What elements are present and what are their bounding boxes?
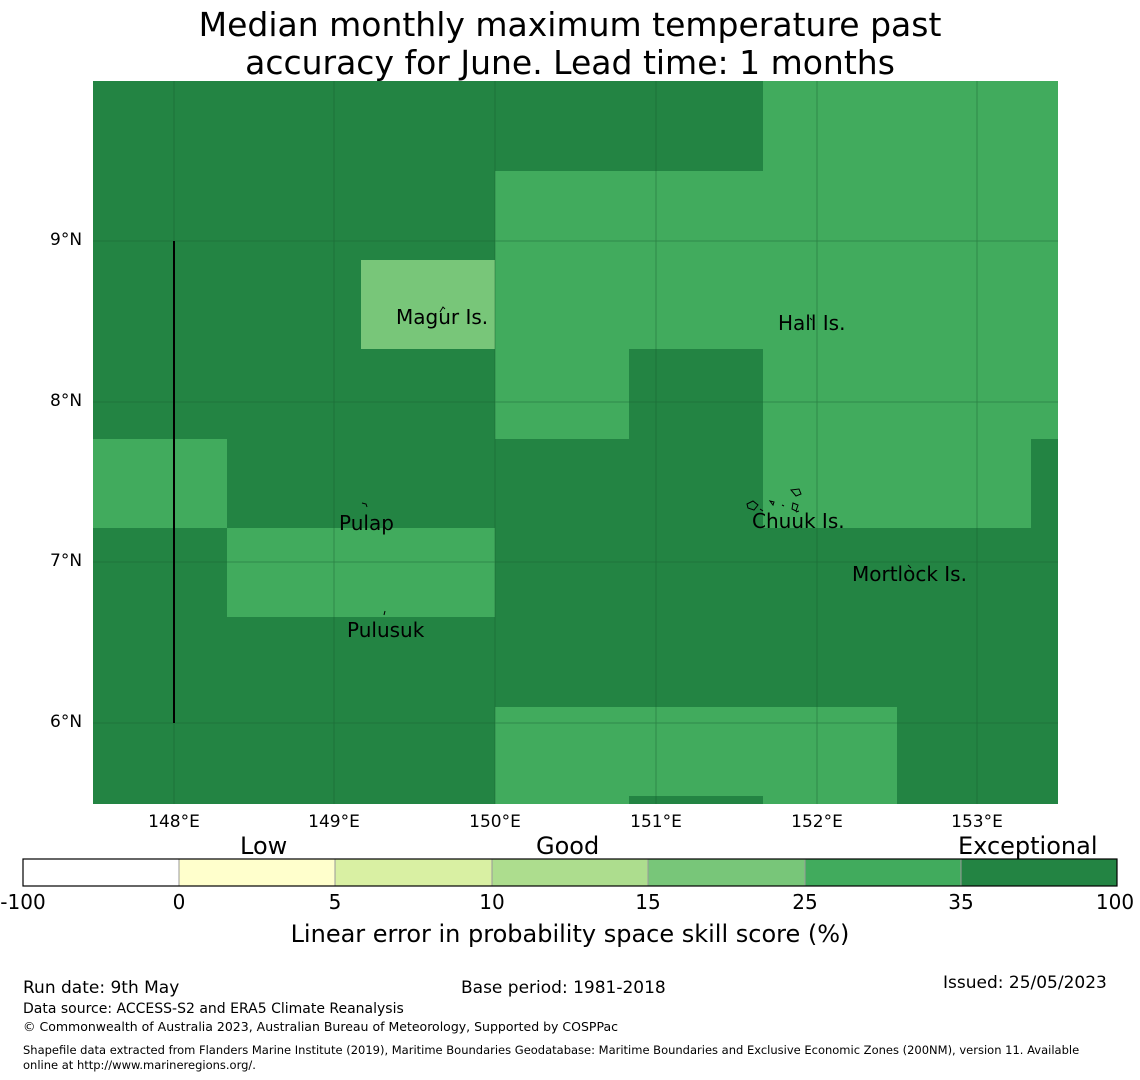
lon-label-149e: 149°E bbox=[308, 812, 360, 832]
place-label-magur: Magur Is. bbox=[396, 305, 489, 329]
region-cell bbox=[495, 349, 629, 439]
lat-label-9n: 9°N bbox=[50, 230, 83, 250]
place-label-chuuk: Chuuk Is. bbox=[752, 509, 845, 533]
colorbar-segment bbox=[334, 858, 493, 887]
region-cell bbox=[495, 707, 897, 804]
colorbar-segment bbox=[491, 858, 649, 887]
region-cell bbox=[763, 81, 1058, 171]
chuuk-lagoon-shape bbox=[746, 488, 802, 513]
base-period: Base period: 1981-2018 bbox=[461, 978, 666, 998]
colorbar-segment bbox=[804, 858, 962, 887]
shapefile-credit-line-2: online at http://www.marineregions.org/. bbox=[23, 1058, 256, 1072]
good-mid-region bbox=[361, 260, 495, 349]
colorbar-tick: 15 bbox=[635, 890, 661, 914]
mortlock-island-shape bbox=[907, 564, 912, 569]
region-cell bbox=[227, 528, 495, 617]
colorbar-tick: 0 bbox=[172, 890, 186, 914]
place-label-pulap: Pulap bbox=[339, 511, 394, 535]
region-cell bbox=[763, 439, 1031, 528]
colorbar-tick: 10 bbox=[479, 890, 505, 914]
lon-label-153e: 153°E bbox=[951, 812, 1003, 832]
title-line-2: accuracy for June. Lead time: 1 months bbox=[245, 43, 895, 82]
lat-label-7n: 7°N bbox=[50, 551, 83, 571]
lon-label-148e: 148°E bbox=[148, 812, 200, 832]
hall-island-shape bbox=[809, 317, 813, 321]
pulap-island-shape bbox=[361, 502, 368, 508]
run-date: Run date: 9th May bbox=[23, 978, 180, 998]
region-cell bbox=[763, 349, 1058, 439]
copyright: © Commonwealth of Australia 2023, Austra… bbox=[23, 1019, 618, 1034]
place-label-mortlock: Mortlock Is. bbox=[852, 562, 967, 586]
lon-label-151e: 151°E bbox=[630, 812, 682, 832]
colorbar-segment bbox=[178, 858, 336, 887]
lon-label-152e: 152°E bbox=[791, 812, 843, 832]
place-label-hall: Hall Is. bbox=[778, 311, 846, 335]
lon-label-150e: 150°E bbox=[469, 812, 521, 832]
island-outlines bbox=[361, 306, 912, 616]
colorbar-segment bbox=[22, 858, 180, 887]
colorbar bbox=[22, 858, 1118, 887]
region-cell bbox=[93, 439, 227, 528]
region-cell bbox=[495, 171, 1058, 349]
colorbar-tick: 35 bbox=[948, 890, 974, 914]
colorbar-tick: 100 bbox=[1095, 890, 1135, 914]
colorbar-category-good: Good bbox=[536, 832, 600, 860]
colorbar-label: Linear error in probability space skill … bbox=[290, 920, 850, 948]
colorbar-tick: 25 bbox=[792, 890, 818, 914]
data-source: Data source: ACCESS-S2 and ERA5 Climate … bbox=[23, 1001, 404, 1017]
colorbar-tick: -100 bbox=[0, 890, 46, 914]
pulusuk-island-shape bbox=[383, 610, 386, 616]
place-label-pulusuk: Pulusuk bbox=[347, 618, 425, 642]
colorbar-border bbox=[22, 858, 1118, 887]
colorbar-category-exceptional: Exceptional bbox=[958, 832, 1098, 860]
lat-label-8n: 8°N bbox=[50, 391, 83, 411]
magur-island-shape bbox=[439, 306, 446, 313]
issued-date: Issued: 25/05/2023 bbox=[943, 973, 1107, 993]
lat-label-6n: 6°N bbox=[50, 712, 83, 732]
colorbar-segment bbox=[647, 858, 806, 887]
shapefile-credit-line-1: Shapefile data extracted from Flanders M… bbox=[23, 1043, 1080, 1057]
colorbar-tick: 5 bbox=[328, 890, 342, 914]
region-cell bbox=[629, 796, 763, 804]
colorbar-category-low: Low bbox=[240, 832, 288, 860]
chart-title: Median monthly maximum temperature past … bbox=[0, 6, 1140, 82]
title-line-1: Median monthly maximum temperature past bbox=[198, 5, 942, 44]
colorbar-segment bbox=[960, 858, 1118, 887]
